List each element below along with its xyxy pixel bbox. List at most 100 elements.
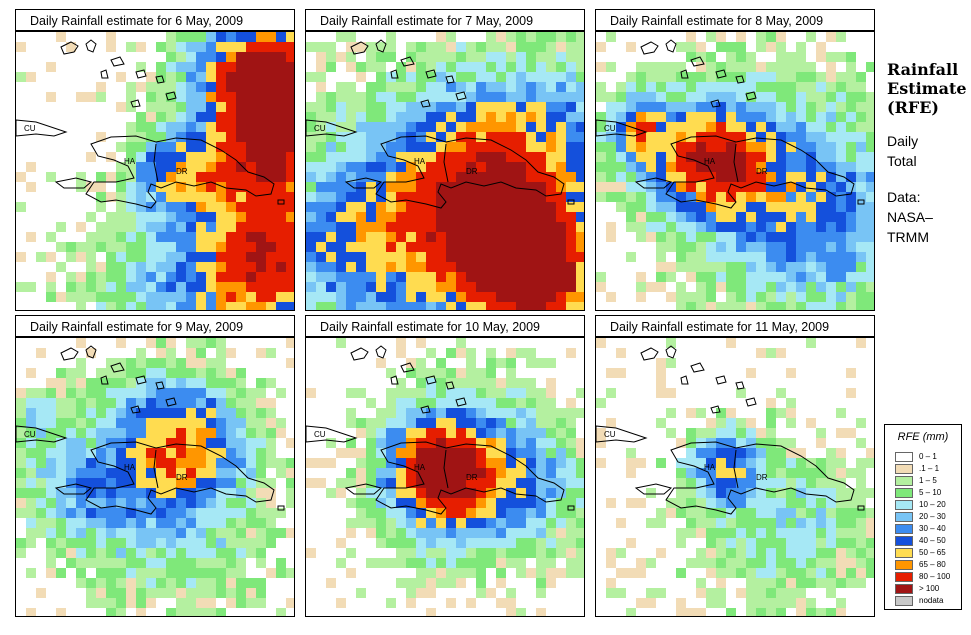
bahamas-island xyxy=(155,381,165,390)
side-title-line-3: (RFE) xyxy=(887,98,939,117)
side-total: Total xyxy=(887,153,917,169)
country-label-cu: CU xyxy=(604,124,616,133)
hispaniola-coastline xyxy=(375,135,565,209)
puerto-rico-coastline xyxy=(277,505,285,511)
rainfall-map-may-10: CU HA DR xyxy=(305,337,585,617)
bahamas-island xyxy=(135,375,147,385)
hispaniola-coastline xyxy=(85,135,275,209)
legend-label: 20 – 30 xyxy=(919,512,946,521)
legend-label: 40 – 50 xyxy=(919,536,946,545)
rainfall-cells xyxy=(306,32,584,310)
rainfall-map-may-6: CU HA DR xyxy=(15,31,295,311)
bahamas-island xyxy=(100,69,109,79)
hispaniola-coastline xyxy=(665,441,855,515)
country-label-ha: HA xyxy=(414,463,426,472)
bahamas-island xyxy=(640,41,659,55)
country-label-ha: HA xyxy=(124,463,136,472)
panel-title-may-11: Daily Rainfall estimate for 11 May, 2009 xyxy=(595,315,875,337)
jamaica-coastline xyxy=(54,483,93,495)
bahamas-island xyxy=(375,39,387,53)
bahamas-island xyxy=(130,99,141,108)
legend-label: nodata xyxy=(919,596,944,605)
haiti-dr-border xyxy=(443,449,449,489)
country-label-cu: CU xyxy=(314,124,326,133)
panel-title-may-7: Daily Rainfall estimate for 7 May, 2009 xyxy=(305,9,585,31)
bahamas-island xyxy=(130,405,141,414)
jamaica-coastline xyxy=(634,177,673,189)
bahamas-island xyxy=(710,405,721,414)
bahamas-island xyxy=(420,405,431,414)
country-label-cu: CU xyxy=(604,430,616,439)
country-label-dr: DR xyxy=(176,473,188,482)
panel-title-may-8: Daily Rainfall estimate for 8 May, 2009 xyxy=(595,9,875,31)
country-label-dr: DR xyxy=(176,167,188,176)
side-data-source-2: TRMM xyxy=(887,229,929,245)
bahamas-island xyxy=(165,91,177,101)
bahamas-island xyxy=(735,75,745,84)
jamaica-coastline xyxy=(54,177,93,189)
bahamas-island xyxy=(155,75,165,84)
bahamas-island xyxy=(420,99,431,108)
legend-swatch xyxy=(895,548,913,558)
bahamas-island xyxy=(110,362,125,373)
legend-swatch xyxy=(895,560,913,570)
jamaica-coastline xyxy=(344,483,383,495)
country-label-dr: DR xyxy=(756,167,768,176)
legend-swatch xyxy=(895,512,913,522)
side-info: Rainfall Estimate (RFE) Daily Total Data… xyxy=(887,60,967,247)
rainfall-cells xyxy=(16,338,294,616)
bahamas-island xyxy=(165,397,177,407)
cuba-coastline xyxy=(596,425,648,443)
haiti-dr-border xyxy=(153,143,159,183)
rainfall-map-may-7: CU HA DR xyxy=(305,31,585,311)
puerto-rico-coastline xyxy=(277,199,285,205)
country-label-dr: DR xyxy=(466,167,478,176)
legend-swatch xyxy=(895,452,913,462)
bahamas-island xyxy=(710,99,721,108)
cuba-coastline xyxy=(306,119,358,137)
legend-swatch xyxy=(895,572,913,582)
bahamas-island xyxy=(745,397,757,407)
legend-label: 5 – 10 xyxy=(919,488,942,497)
hispaniola-coastline xyxy=(665,135,855,209)
bahamas-island xyxy=(640,347,659,361)
rainfall-cells xyxy=(596,32,874,310)
legend-label: .1 – 1 xyxy=(919,464,940,473)
bahamas-island xyxy=(100,375,109,385)
legend-label: 0 – 1 xyxy=(919,452,937,461)
rainfall-map-may-9: CU HA DR xyxy=(15,337,295,617)
legend-swatch xyxy=(895,500,913,510)
side-data-label: Data: xyxy=(887,189,921,205)
bahamas-island xyxy=(425,375,437,385)
haiti-dr-border xyxy=(443,143,449,183)
bahamas-island xyxy=(680,375,689,385)
bahamas-island xyxy=(110,56,125,67)
country-label-dr: DR xyxy=(756,473,768,482)
bahamas-island xyxy=(715,69,727,79)
puerto-rico-coastline xyxy=(567,505,575,511)
bahamas-island xyxy=(735,381,745,390)
legend-swatch xyxy=(895,476,913,486)
rainfall-raster: CU HA DR xyxy=(596,32,874,310)
bahamas-island xyxy=(665,345,677,359)
rainfall-raster: CU HA DR xyxy=(306,32,584,310)
hispaniola-coastline xyxy=(85,441,275,515)
bahamas-island xyxy=(390,69,399,79)
legend-title: RFE (mm) xyxy=(897,431,949,443)
jamaica-coastline xyxy=(344,177,383,189)
panel-title-may-6: Daily Rainfall estimate for 6 May, 2009 xyxy=(15,9,295,31)
bahamas-island xyxy=(445,381,455,390)
side-title-line-1: Rainfall xyxy=(887,60,959,79)
country-label-cu: CU xyxy=(24,430,36,439)
country-label-dr: DR xyxy=(466,473,478,482)
rainfall-raster: CU HA DR xyxy=(16,338,294,616)
legend-label: 30 – 40 xyxy=(919,524,946,533)
bahamas-island xyxy=(745,91,757,101)
rainfall-cells xyxy=(16,32,294,310)
bahamas-island xyxy=(375,345,387,359)
bahamas-island xyxy=(390,375,399,385)
bahamas-island xyxy=(400,362,415,373)
country-label-ha: HA xyxy=(414,157,426,166)
cuba-coastline xyxy=(306,425,358,443)
rfe-legend: RFE (mm) 0 – 1 .1 – 1 1 – 5 5 – 10 10 – 20 20… xyxy=(884,424,962,610)
